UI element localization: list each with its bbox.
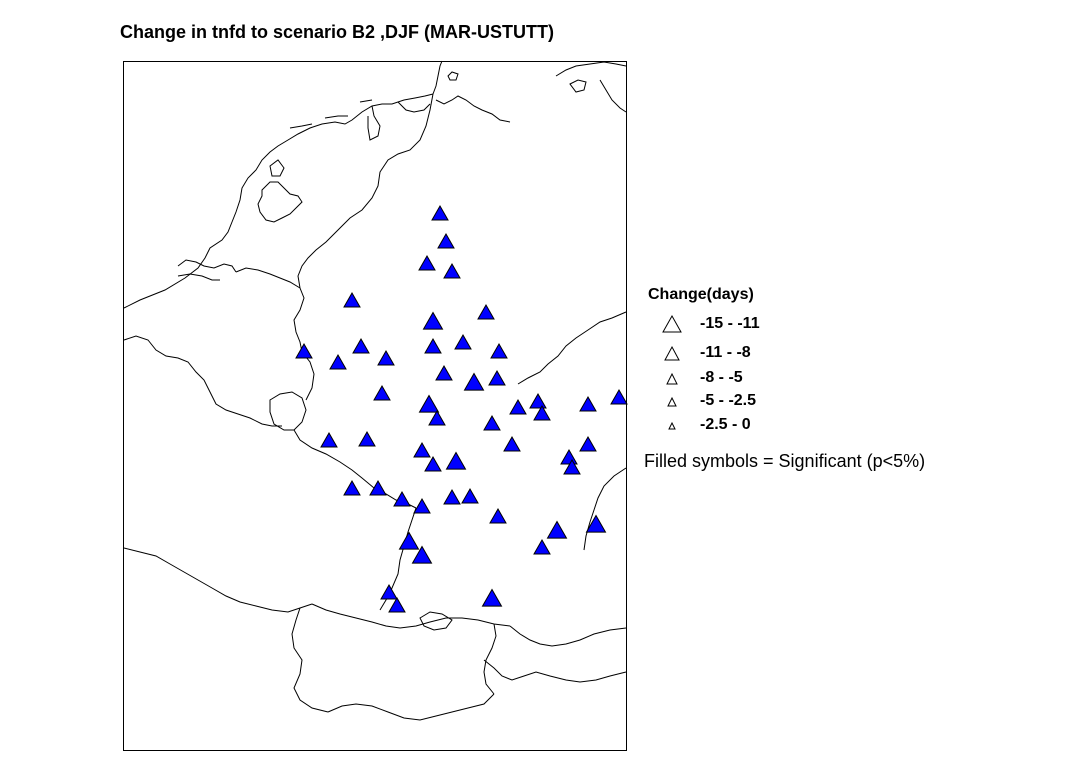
station-marker — [560, 448, 578, 465]
legend-item: -2.5 - 0 — [660, 414, 751, 436]
legend-item-label: -2.5 - 0 — [700, 416, 751, 433]
station-marker — [533, 404, 551, 421]
station-marker — [481, 588, 503, 607]
station-marker — [343, 291, 361, 308]
station-marker — [445, 451, 467, 470]
station-marker — [428, 409, 446, 426]
station-marker — [509, 398, 527, 415]
station-marker — [377, 349, 395, 366]
station-marker — [533, 538, 551, 555]
station-marker — [398, 531, 420, 550]
station-marker — [610, 388, 628, 405]
station-marker — [418, 394, 440, 413]
station-marker — [329, 353, 347, 370]
legend-item-label: -8 - -5 — [700, 369, 743, 386]
station-marker — [463, 372, 485, 391]
station-marker — [422, 311, 444, 330]
station-marker — [585, 514, 607, 533]
legend-item: -5 - -2.5 — [660, 390, 756, 412]
station-marker — [413, 497, 431, 514]
station-marker — [579, 435, 597, 452]
station-marker — [393, 490, 411, 507]
station-marker — [443, 262, 461, 279]
coastlines-and-borders — [123, 60, 627, 721]
station-marker — [454, 333, 472, 350]
station-marker — [563, 458, 581, 475]
legend-item: -15 - -11 — [660, 313, 760, 335]
triangle-icon — [660, 342, 684, 364]
station-markers — [295, 204, 628, 613]
station-marker — [437, 232, 455, 249]
station-marker — [490, 342, 508, 359]
station-marker — [435, 364, 453, 381]
triangle-icon — [660, 390, 684, 412]
station-marker — [579, 395, 597, 412]
legend-item: -11 - -8 — [660, 342, 751, 364]
station-marker — [358, 430, 376, 447]
station-marker — [380, 583, 398, 600]
legend-title: Change(days) — [648, 286, 754, 303]
station-marker — [424, 337, 442, 354]
station-marker — [546, 520, 568, 539]
station-marker — [369, 479, 387, 496]
station-marker — [529, 392, 547, 409]
station-marker — [461, 487, 479, 504]
significance-note: Filled symbols = Significant (p<5%) — [644, 451, 926, 471]
station-marker — [503, 435, 521, 452]
legend-item-label: -15 - -11 — [700, 315, 760, 332]
station-marker — [352, 337, 370, 354]
station-marker — [413, 441, 431, 458]
triangle-icon — [660, 414, 684, 436]
station-marker — [320, 431, 338, 448]
station-marker — [488, 369, 506, 386]
station-marker — [424, 455, 442, 472]
station-marker — [477, 303, 495, 320]
station-marker — [411, 545, 433, 564]
station-marker — [295, 342, 313, 359]
triangle-icon — [660, 313, 684, 335]
map-title: Change in tnfd to scenario B2 ,DJF (MAR-… — [120, 22, 554, 42]
station-marker — [373, 384, 391, 401]
legend-item-label: -11 - -8 — [700, 344, 751, 361]
station-marker — [443, 488, 461, 505]
map-frame — [123, 61, 627, 751]
triangle-icon — [660, 367, 684, 389]
station-marker — [431, 204, 449, 221]
station-marker — [483, 414, 501, 431]
station-marker — [418, 254, 436, 271]
station-marker — [489, 507, 507, 524]
legend-item-label: -5 - -2.5 — [700, 392, 757, 409]
legend-item: -8 - -5 — [660, 367, 743, 389]
station-marker — [343, 479, 361, 496]
station-marker — [388, 596, 406, 613]
